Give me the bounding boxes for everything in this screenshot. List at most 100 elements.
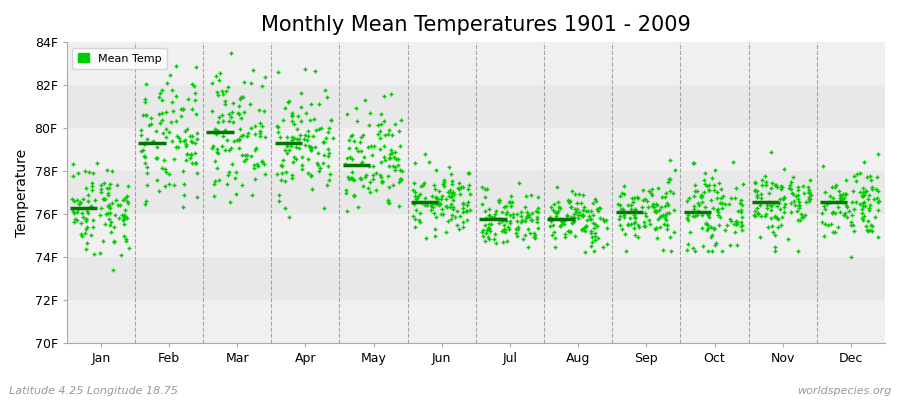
Point [688,188,703,194]
Point [760,211,774,217]
Point [692,202,706,208]
Point [447,191,462,197]
Point [476,227,491,233]
Point [95,238,110,244]
Point [276,156,291,163]
Point [165,137,179,144]
Point [355,160,369,167]
Point [421,159,436,166]
Point [694,192,708,198]
Point [791,184,806,191]
Point [382,155,397,162]
Point [620,222,634,228]
Point [588,224,602,231]
Point [525,210,539,216]
Point [282,214,296,221]
Point [102,203,116,209]
Point [728,220,742,227]
Point [464,207,478,214]
Point [168,63,183,69]
Point [184,151,199,158]
Point [710,189,724,196]
Point [839,176,853,183]
Point [120,193,134,199]
Point [847,206,861,212]
Point [311,150,326,156]
Point [235,182,249,188]
Point [95,196,110,203]
Point [651,202,665,208]
Point [186,83,201,90]
Point [852,170,867,176]
Point [409,196,423,202]
Point [846,222,860,228]
Point [180,126,194,132]
Point [790,187,805,194]
Point [463,190,477,197]
Point [94,182,108,188]
Point [478,238,492,244]
Point [435,206,449,212]
Point [73,199,87,205]
Point [707,167,722,173]
Point [369,170,383,176]
Point [838,210,852,216]
Point [617,230,632,237]
Point [588,233,602,239]
Point [702,186,716,193]
Point [280,150,294,156]
Point [160,80,175,86]
Point [322,177,337,183]
Point [208,178,222,184]
Point [155,110,169,116]
Point [519,213,534,220]
Point [108,212,122,218]
Point [247,165,261,172]
Point [653,204,668,210]
Point [554,217,569,223]
Point [425,192,439,199]
Point [66,160,80,167]
Point [277,104,292,111]
Point [785,190,799,196]
Point [759,178,773,185]
Point [188,90,202,96]
Point [138,154,152,161]
Point [864,222,878,228]
Point [428,226,443,232]
Point [688,182,702,188]
Point [724,195,739,202]
Point [243,100,257,107]
Point [864,177,878,184]
Point [572,209,587,216]
Point [592,205,607,212]
Point [557,218,572,224]
Point [70,170,85,176]
Point [382,155,396,161]
Point [418,235,433,242]
Point [445,181,459,187]
Point [290,136,304,142]
Point [211,150,225,157]
Point [761,224,776,230]
Point [302,156,316,162]
Point [863,227,878,234]
Point [158,166,172,172]
Point [474,229,489,235]
Point [453,212,467,219]
Point [274,162,289,169]
Point [134,148,148,154]
Point [280,140,294,146]
Point [642,216,656,223]
Point [232,145,247,151]
Point [566,214,580,220]
Point [286,121,301,128]
Point [96,196,111,202]
Point [588,221,602,227]
Point [393,167,408,173]
Point [158,169,173,175]
Point [214,112,229,118]
Point [184,138,199,144]
Point [735,222,750,229]
Point [649,225,663,231]
